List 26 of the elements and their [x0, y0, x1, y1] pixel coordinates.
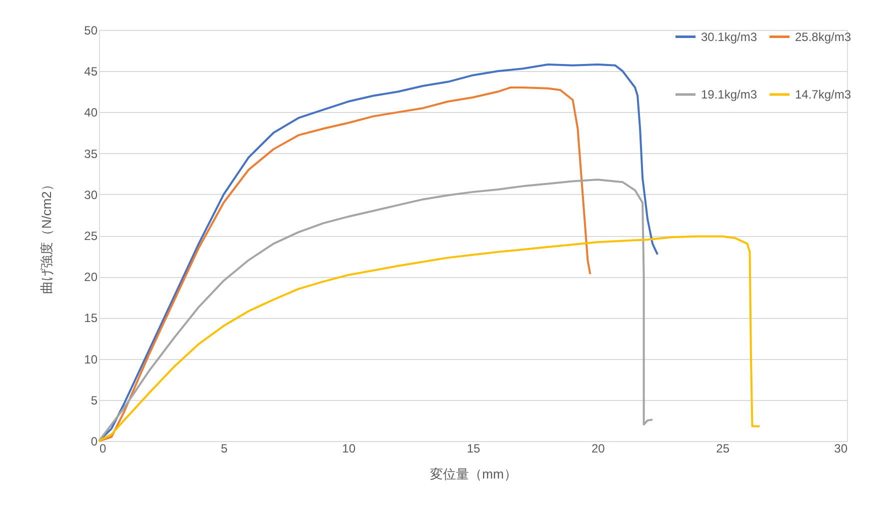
y-tick-label: 20	[84, 270, 98, 284]
line-series	[98, 86, 592, 442]
legend-label: 14.7kg/m3	[795, 88, 852, 102]
x-tick-label: 0	[100, 442, 106, 456]
y-tick-label: 25	[84, 229, 98, 243]
line-series	[98, 235, 761, 442]
legend-label: 25.8kg/m3	[795, 30, 852, 44]
y-tick-label: 15	[84, 311, 98, 326]
x-axis-title: 変位量（mm）	[430, 466, 517, 482]
y-tick-label: 45	[84, 64, 98, 79]
y-tick-label: 50	[84, 24, 98, 38]
line-series	[98, 178, 654, 442]
x-tick-label: 20	[591, 442, 606, 456]
y-tick-label: 5	[90, 393, 98, 408]
y-tick-label: 35	[84, 146, 98, 161]
y-axis-title: 曲げ強度（N/cm2）	[39, 178, 54, 294]
x-tick-label: 15	[466, 442, 480, 456]
y-tick-label: 30	[84, 188, 98, 202]
x-tick-label: 10	[342, 442, 356, 456]
legend-label: 19.1kg/m3	[701, 88, 758, 102]
legend-label: 30.1kg/m3	[701, 30, 758, 44]
x-tick-label: 5	[220, 442, 228, 456]
x-tick-label: 30	[834, 442, 848, 456]
y-tick-label: 40	[84, 106, 98, 120]
x-tick-label: 25	[716, 442, 730, 456]
y-tick-label: 10	[84, 352, 98, 366]
